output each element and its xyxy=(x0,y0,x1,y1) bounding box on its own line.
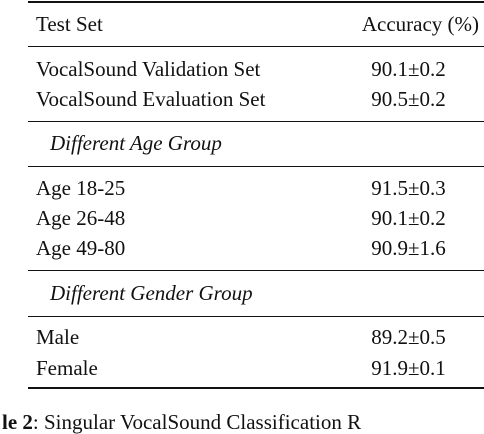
caption-label: le 2 xyxy=(2,410,33,434)
table-caption: le 2: Singular VocalSound Classification… xyxy=(2,410,361,434)
header-rule xyxy=(28,46,484,47)
row-label: VocalSound Evaluation Set xyxy=(36,87,266,111)
row-accuracy: 90.5±0.2 xyxy=(371,87,446,111)
row-accuracy: 90.1±0.2 xyxy=(371,206,446,230)
group-label-age: Different Age Group xyxy=(50,131,222,155)
row-accuracy: 90.9±1.6 xyxy=(371,236,446,260)
row-accuracy: 89.2±0.5 xyxy=(371,325,446,349)
row-label: VocalSound Validation Set xyxy=(36,57,261,81)
group-rule xyxy=(28,316,484,317)
section-rule xyxy=(28,270,484,271)
header-test-set: Test Set xyxy=(36,12,103,36)
top-rule xyxy=(28,1,484,3)
row-label: Age 18-25 xyxy=(36,176,126,200)
row-label: Male xyxy=(36,325,80,349)
row-accuracy: 91.5±0.3 xyxy=(371,176,446,200)
caption-text: : Singular VocalSound Classification R xyxy=(32,410,362,434)
section-rule xyxy=(28,121,484,122)
bottom-rule xyxy=(28,387,484,389)
row-label: Female xyxy=(36,356,98,380)
row-label: Age 26-48 xyxy=(36,206,126,230)
row-label: Age 49-80 xyxy=(36,236,126,260)
group-rule xyxy=(28,166,484,167)
row-accuracy: 90.1±0.2 xyxy=(371,57,446,81)
header-accuracy: Accuracy (%) xyxy=(361,12,479,36)
row-accuracy: 91.9±0.1 xyxy=(371,356,446,380)
group-label-gender: Different Gender Group xyxy=(50,281,253,305)
